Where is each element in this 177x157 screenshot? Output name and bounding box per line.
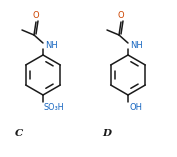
Text: SO₃H: SO₃H	[44, 103, 65, 112]
Text: NH: NH	[45, 41, 58, 51]
Text: O: O	[118, 11, 124, 21]
Text: D: D	[102, 130, 112, 138]
Text: NH: NH	[130, 41, 143, 51]
Text: C: C	[15, 130, 23, 138]
Text: OH: OH	[129, 103, 142, 112]
Text: O: O	[33, 11, 39, 21]
